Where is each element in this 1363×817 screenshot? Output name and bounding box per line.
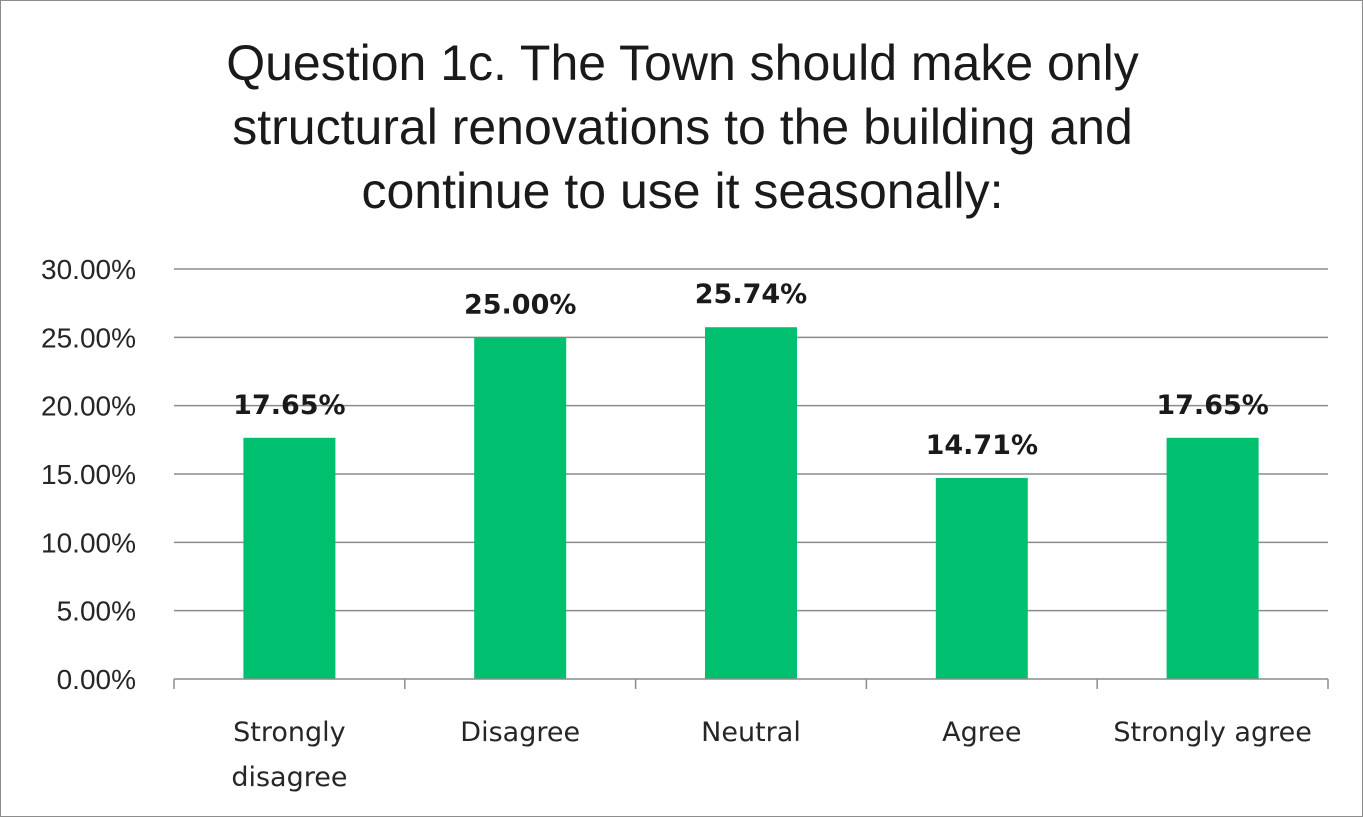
bar-4 — [1166, 437, 1259, 679]
category-label-4-0: Strongly agree — [1113, 717, 1311, 748]
category-label-0-1: disagree — [231, 762, 347, 793]
chart-title-line-1: Question 1c. The Town should make only — [226, 35, 1139, 91]
y-tick-label-4: 20.00% — [41, 391, 136, 422]
chart-title: Question 1c. The Town should make only s… — [61, 31, 1304, 223]
y-tick-label-1: 5.00% — [57, 596, 136, 627]
y-tick-label-5: 25.00% — [41, 322, 136, 353]
category-label-0-0: Strongly — [233, 717, 346, 748]
data-label-1: 25.00% — [464, 289, 576, 320]
y-tick-label-0: 0.00% — [57, 664, 136, 695]
category-label-3-0: Agree — [942, 717, 1021, 748]
category-label-1-0: Disagree — [460, 717, 580, 748]
category-label-2-0: Neutral — [701, 717, 801, 748]
bar-3 — [935, 477, 1028, 679]
bar-1 — [474, 337, 567, 679]
data-label-4: 17.65% — [1156, 390, 1268, 421]
y-tick-label-6: 30.00% — [41, 254, 136, 285]
data-label-3: 14.71% — [926, 430, 1038, 461]
data-label-2: 25.74% — [695, 279, 807, 310]
bar-2 — [705, 327, 797, 679]
data-label-0: 17.65% — [233, 390, 345, 421]
chart-title-line-3: continue to use it seasonally: — [361, 163, 1004, 219]
bar-0 — [243, 437, 336, 679]
y-tick-label-3: 15.00% — [41, 459, 136, 490]
y-tick-label-2: 10.00% — [41, 527, 136, 558]
chart-title-line-2: structural renovations to the building a… — [232, 99, 1133, 155]
